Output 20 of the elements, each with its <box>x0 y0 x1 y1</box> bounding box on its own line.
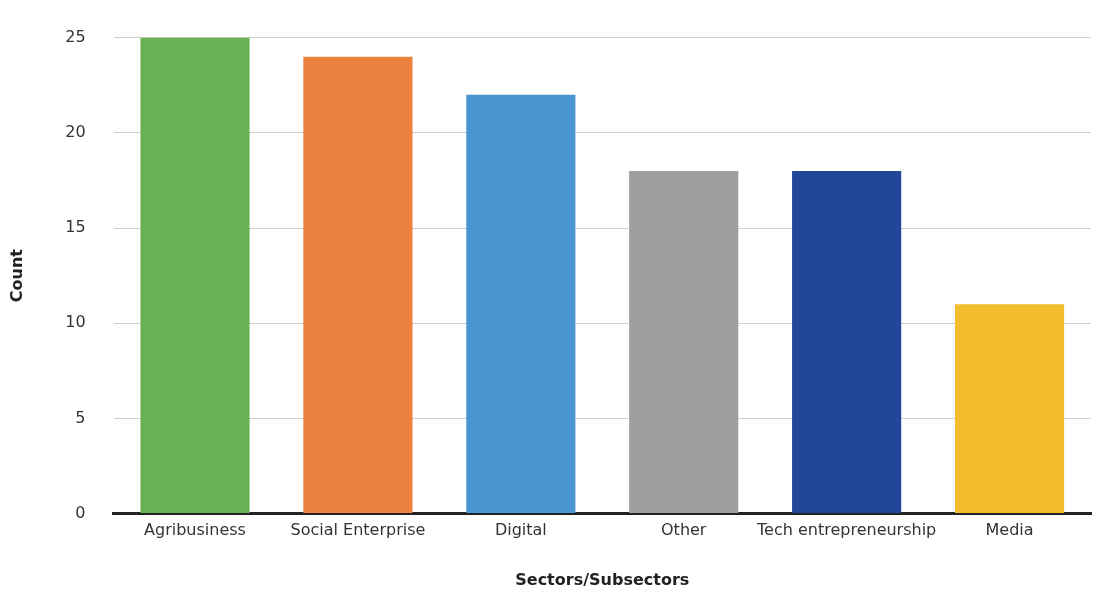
x-tick-label: Other <box>661 520 707 540</box>
y-tick-label: 20 <box>65 121 86 141</box>
x-tick-label: Social Enterprise <box>290 520 426 540</box>
bar <box>792 170 902 514</box>
bar <box>629 170 739 514</box>
x-axis-title: Sectors/Subsectors <box>515 569 690 589</box>
bar <box>954 304 1065 514</box>
x-tick-label: Agribusiness <box>144 520 246 540</box>
bar <box>140 37 250 514</box>
bar <box>303 56 413 514</box>
x-tick-label: Media <box>985 520 1034 540</box>
y-tick-label: 25 <box>65 26 86 46</box>
y-tick-label: 5 <box>75 407 86 427</box>
y-axis-title: Count <box>6 248 26 303</box>
y-tick-label: 15 <box>65 217 86 237</box>
bar <box>466 94 576 514</box>
y-tick-label: 0 <box>75 502 86 522</box>
y-tick-label: 10 <box>65 312 86 332</box>
x-tick-label: Digital <box>494 520 547 540</box>
x-tick-label: Tech entrepreneurship <box>756 520 937 540</box>
